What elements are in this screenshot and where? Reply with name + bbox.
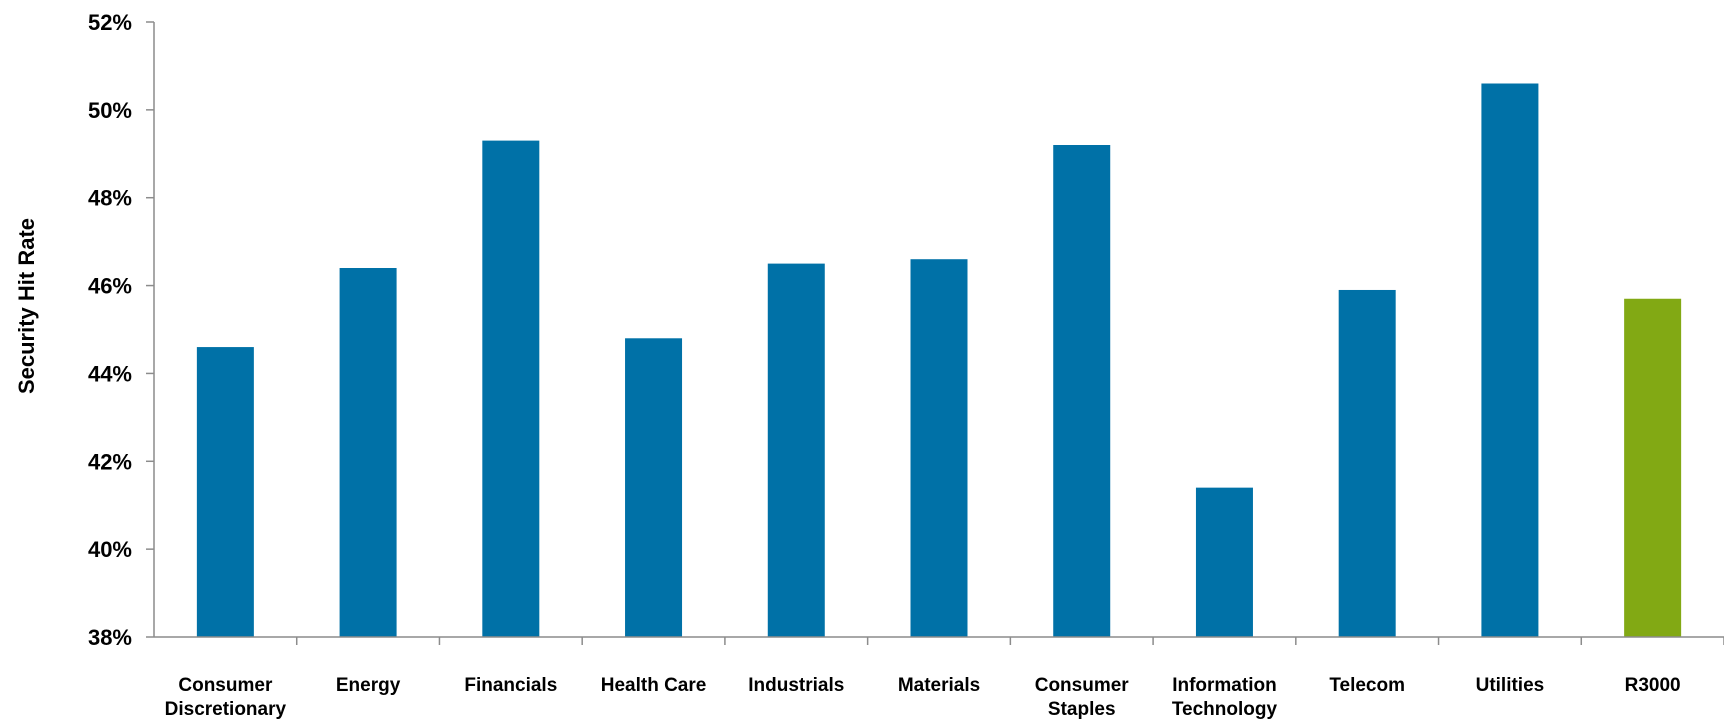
bar-materials (910, 259, 968, 637)
x-tick-label: Telecom (1329, 675, 1405, 696)
bar-r3000 (1624, 298, 1682, 637)
x-tick-label: Financials (464, 675, 557, 696)
x-tick-label: Industrials (748, 675, 844, 696)
bar-telecom (1338, 289, 1396, 637)
x-tick-label: Consumer Staples (1035, 675, 1130, 720)
y-tick-label: 40% (88, 537, 132, 562)
bars (196, 83, 1682, 637)
x-tick-label: Information Technology (1172, 675, 1278, 720)
x-tick-label: R3000 (1625, 675, 1681, 696)
y-tick-label: 44% (88, 361, 132, 386)
y-axis-title: Security Hit Rate (14, 218, 39, 394)
y-tick-label: 48% (88, 186, 132, 211)
bar-energy (339, 268, 397, 637)
y-tick-label: 50% (88, 98, 132, 123)
x-tick-label: Utilities (1476, 675, 1545, 696)
y-axis: 38% 40% 42% 44% 46% 48% 50% 52% (88, 10, 155, 650)
y-tick-label: 42% (88, 449, 132, 474)
x-tick-label: Health Care (601, 675, 707, 696)
y-tick-label: 46% (88, 274, 132, 299)
x-tick-label: Materials (898, 675, 980, 696)
y-tick-label: 38% (88, 625, 132, 650)
bar-information-technology (1195, 487, 1253, 637)
bar-utilities (1481, 83, 1539, 637)
x-tick-label: Energy (336, 675, 401, 696)
y-tick-label: 52% (88, 10, 132, 35)
bar-industrials (767, 263, 825, 637)
bar-financials (482, 140, 540, 637)
x-tick-label: Consumer Discretionary (165, 675, 287, 720)
bar-consumer-staples (1053, 145, 1111, 637)
x-axis: Consumer Discretionary Energy Financials Hea… (154, 636, 1724, 720)
bar-health-care (625, 338, 683, 637)
bar-consumer-discretionary (196, 347, 254, 637)
